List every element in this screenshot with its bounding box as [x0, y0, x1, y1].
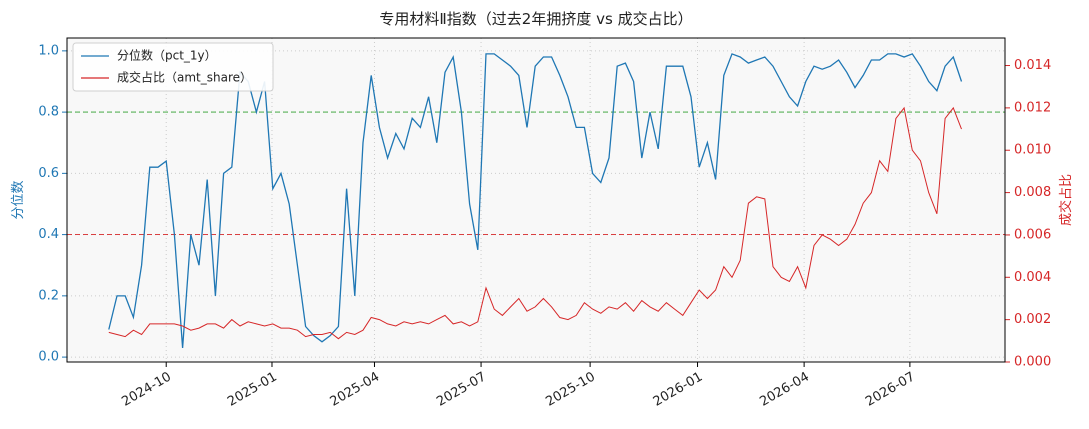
x-tick-label: 2026-07	[863, 370, 918, 410]
y-tick-label: 1.0	[38, 43, 59, 58]
legend	[72, 42, 274, 92]
legend-label: 成交占比（amt_share）	[117, 70, 252, 85]
x-tick-label: 2025-07	[434, 370, 489, 410]
chart-title: 专用材料Ⅱ指数（过去2年拥挤度 vs 成交占比）	[379, 10, 692, 28]
plot-area	[67, 38, 1005, 362]
frame	[66, 37, 1006, 363]
x-tick-label: 2025-04	[328, 370, 383, 410]
x-tick-label: 2025-10	[543, 370, 598, 410]
y-tick-label: 0.8	[38, 105, 59, 120]
x-tick-label: 2026-01	[651, 370, 706, 410]
y2-tick-label: 0.002	[1014, 312, 1051, 327]
series-line	[108, 53, 963, 348]
x-tick-label: 2024-10	[119, 370, 174, 410]
y-tick-label: 0.0	[38, 350, 59, 365]
y-tick-label: 0.4	[38, 227, 59, 242]
y2-tick-label: 0.000	[1014, 355, 1051, 370]
y-tick-label: 0.6	[38, 166, 59, 181]
y-tick-label: 0.2	[38, 288, 59, 303]
y-axis-label: 分位数	[11, 180, 26, 219]
y2-tick-label: 0.014	[1014, 58, 1051, 73]
y2-tick-label: 0.010	[1014, 143, 1051, 158]
x-tick-label: 2025-01	[225, 370, 280, 410]
y2-tick-label: 0.006	[1014, 227, 1051, 242]
x-tick-label: 2026-04	[757, 370, 812, 410]
y2-tick-label: 0.012	[1014, 100, 1051, 115]
y2-axis-label: 成交占比	[1058, 174, 1074, 226]
legend-label: 分位数（pct_1y）	[117, 48, 217, 63]
series-line	[108, 106, 962, 340]
y2-tick-label: 0.004	[1014, 270, 1051, 285]
y2-tick-label: 0.008	[1014, 185, 1051, 200]
